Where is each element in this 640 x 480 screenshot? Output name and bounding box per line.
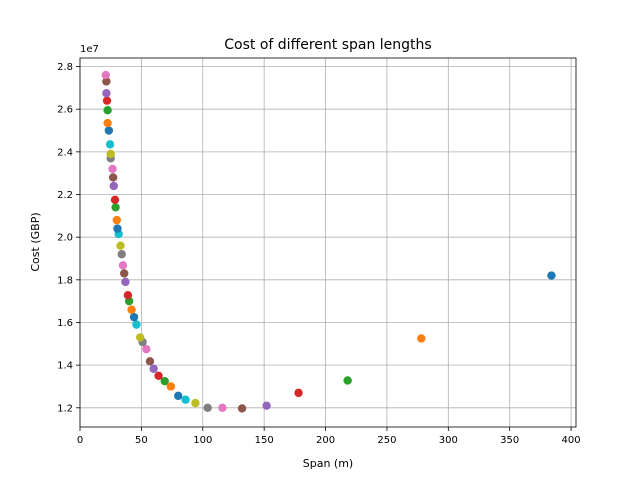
- data-points: [101, 70, 556, 413]
- scatter-point: [135, 333, 145, 342]
- scatter-point: [127, 305, 136, 314]
- scatter-point: [119, 269, 129, 278]
- y-tick-label: 2.4: [57, 147, 73, 158]
- scatter-point: [154, 371, 163, 381]
- y-tick-label: 1.4: [57, 361, 73, 372]
- x-tick-label: 300: [439, 435, 458, 446]
- chart-title: Cost of different span lengths: [224, 37, 431, 53]
- y-tick-label: 2.8: [57, 62, 73, 73]
- scatter-point: [129, 312, 139, 322]
- scatter-point: [104, 126, 114, 135]
- y-tick-label: 2.0: [57, 233, 73, 244]
- scatter-point: [113, 224, 122, 233]
- y-tick-label: 1.6: [57, 318, 73, 329]
- scatter-point: [116, 241, 125, 250]
- scatter-point: [237, 404, 247, 413]
- y-tick-label: 1.2: [57, 403, 73, 414]
- scatter-point: [103, 106, 112, 115]
- scatter-point: [417, 334, 426, 343]
- x-tick-label: 200: [316, 435, 335, 446]
- scatter-point: [132, 320, 141, 329]
- scatter-point: [123, 290, 133, 300]
- scatter-point: [108, 164, 117, 174]
- x-tick-label: 400: [562, 435, 581, 446]
- scatter-point: [105, 140, 115, 149]
- y-axis-ticks: 1.2 1.4 1.6 1.8 2.0 2.2 2.4 2.6 2.8: [57, 62, 80, 414]
- y-tick-label: 1.8: [57, 275, 73, 286]
- x-tick-label: 100: [193, 435, 212, 446]
- x-tick-label: 350: [500, 435, 519, 446]
- scatter-point: [102, 88, 111, 98]
- scatter-point: [110, 195, 120, 205]
- x-tick-label: 0: [77, 435, 83, 446]
- y-axis-label: Cost (GBP): [29, 212, 42, 271]
- x-tick-label: 250: [377, 435, 396, 446]
- y-offset-label: 1e7: [80, 44, 99, 55]
- scatter-point: [547, 271, 556, 280]
- scatter-point: [203, 403, 212, 413]
- scatter-point: [262, 401, 271, 410]
- scatter-point: [101, 70, 110, 80]
- scatter-point: [174, 391, 183, 401]
- scatter-point: [112, 215, 122, 225]
- scatter-point: [145, 357, 155, 366]
- scatter-point: [121, 277, 130, 287]
- scatter-point: [102, 77, 111, 86]
- y-tick-label: 2.2: [57, 190, 73, 201]
- x-axis-ticks: 0 50 100 150 200 250 300 350 400: [77, 427, 581, 446]
- scatter-point: [106, 149, 115, 159]
- scatter-point: [166, 382, 176, 391]
- scatter-point: [142, 344, 151, 354]
- scatter-point: [108, 173, 118, 182]
- scatter-point: [102, 96, 112, 105]
- scatter-point: [103, 118, 112, 128]
- y-tick-label: 2.6: [57, 105, 73, 116]
- x-tick-label: 50: [135, 435, 148, 446]
- x-tick-label: 150: [255, 435, 274, 446]
- scatter-point: [181, 395, 190, 404]
- grid-lines: [79, 58, 576, 427]
- scatter-point: [149, 364, 158, 373]
- x-axis-label: Span (m): [303, 457, 353, 470]
- scatter-point: [111, 203, 120, 212]
- scatter-point: [118, 261, 128, 270]
- plot-frame: [79, 57, 577, 428]
- scatter-point: [160, 376, 169, 386]
- scatter-point: [191, 398, 200, 408]
- scatter-point: [117, 250, 126, 259]
- scatter-point: [218, 403, 227, 413]
- scatter-point: [294, 388, 303, 398]
- scatter-point: [343, 376, 352, 385]
- scatter-point: [109, 181, 118, 191]
